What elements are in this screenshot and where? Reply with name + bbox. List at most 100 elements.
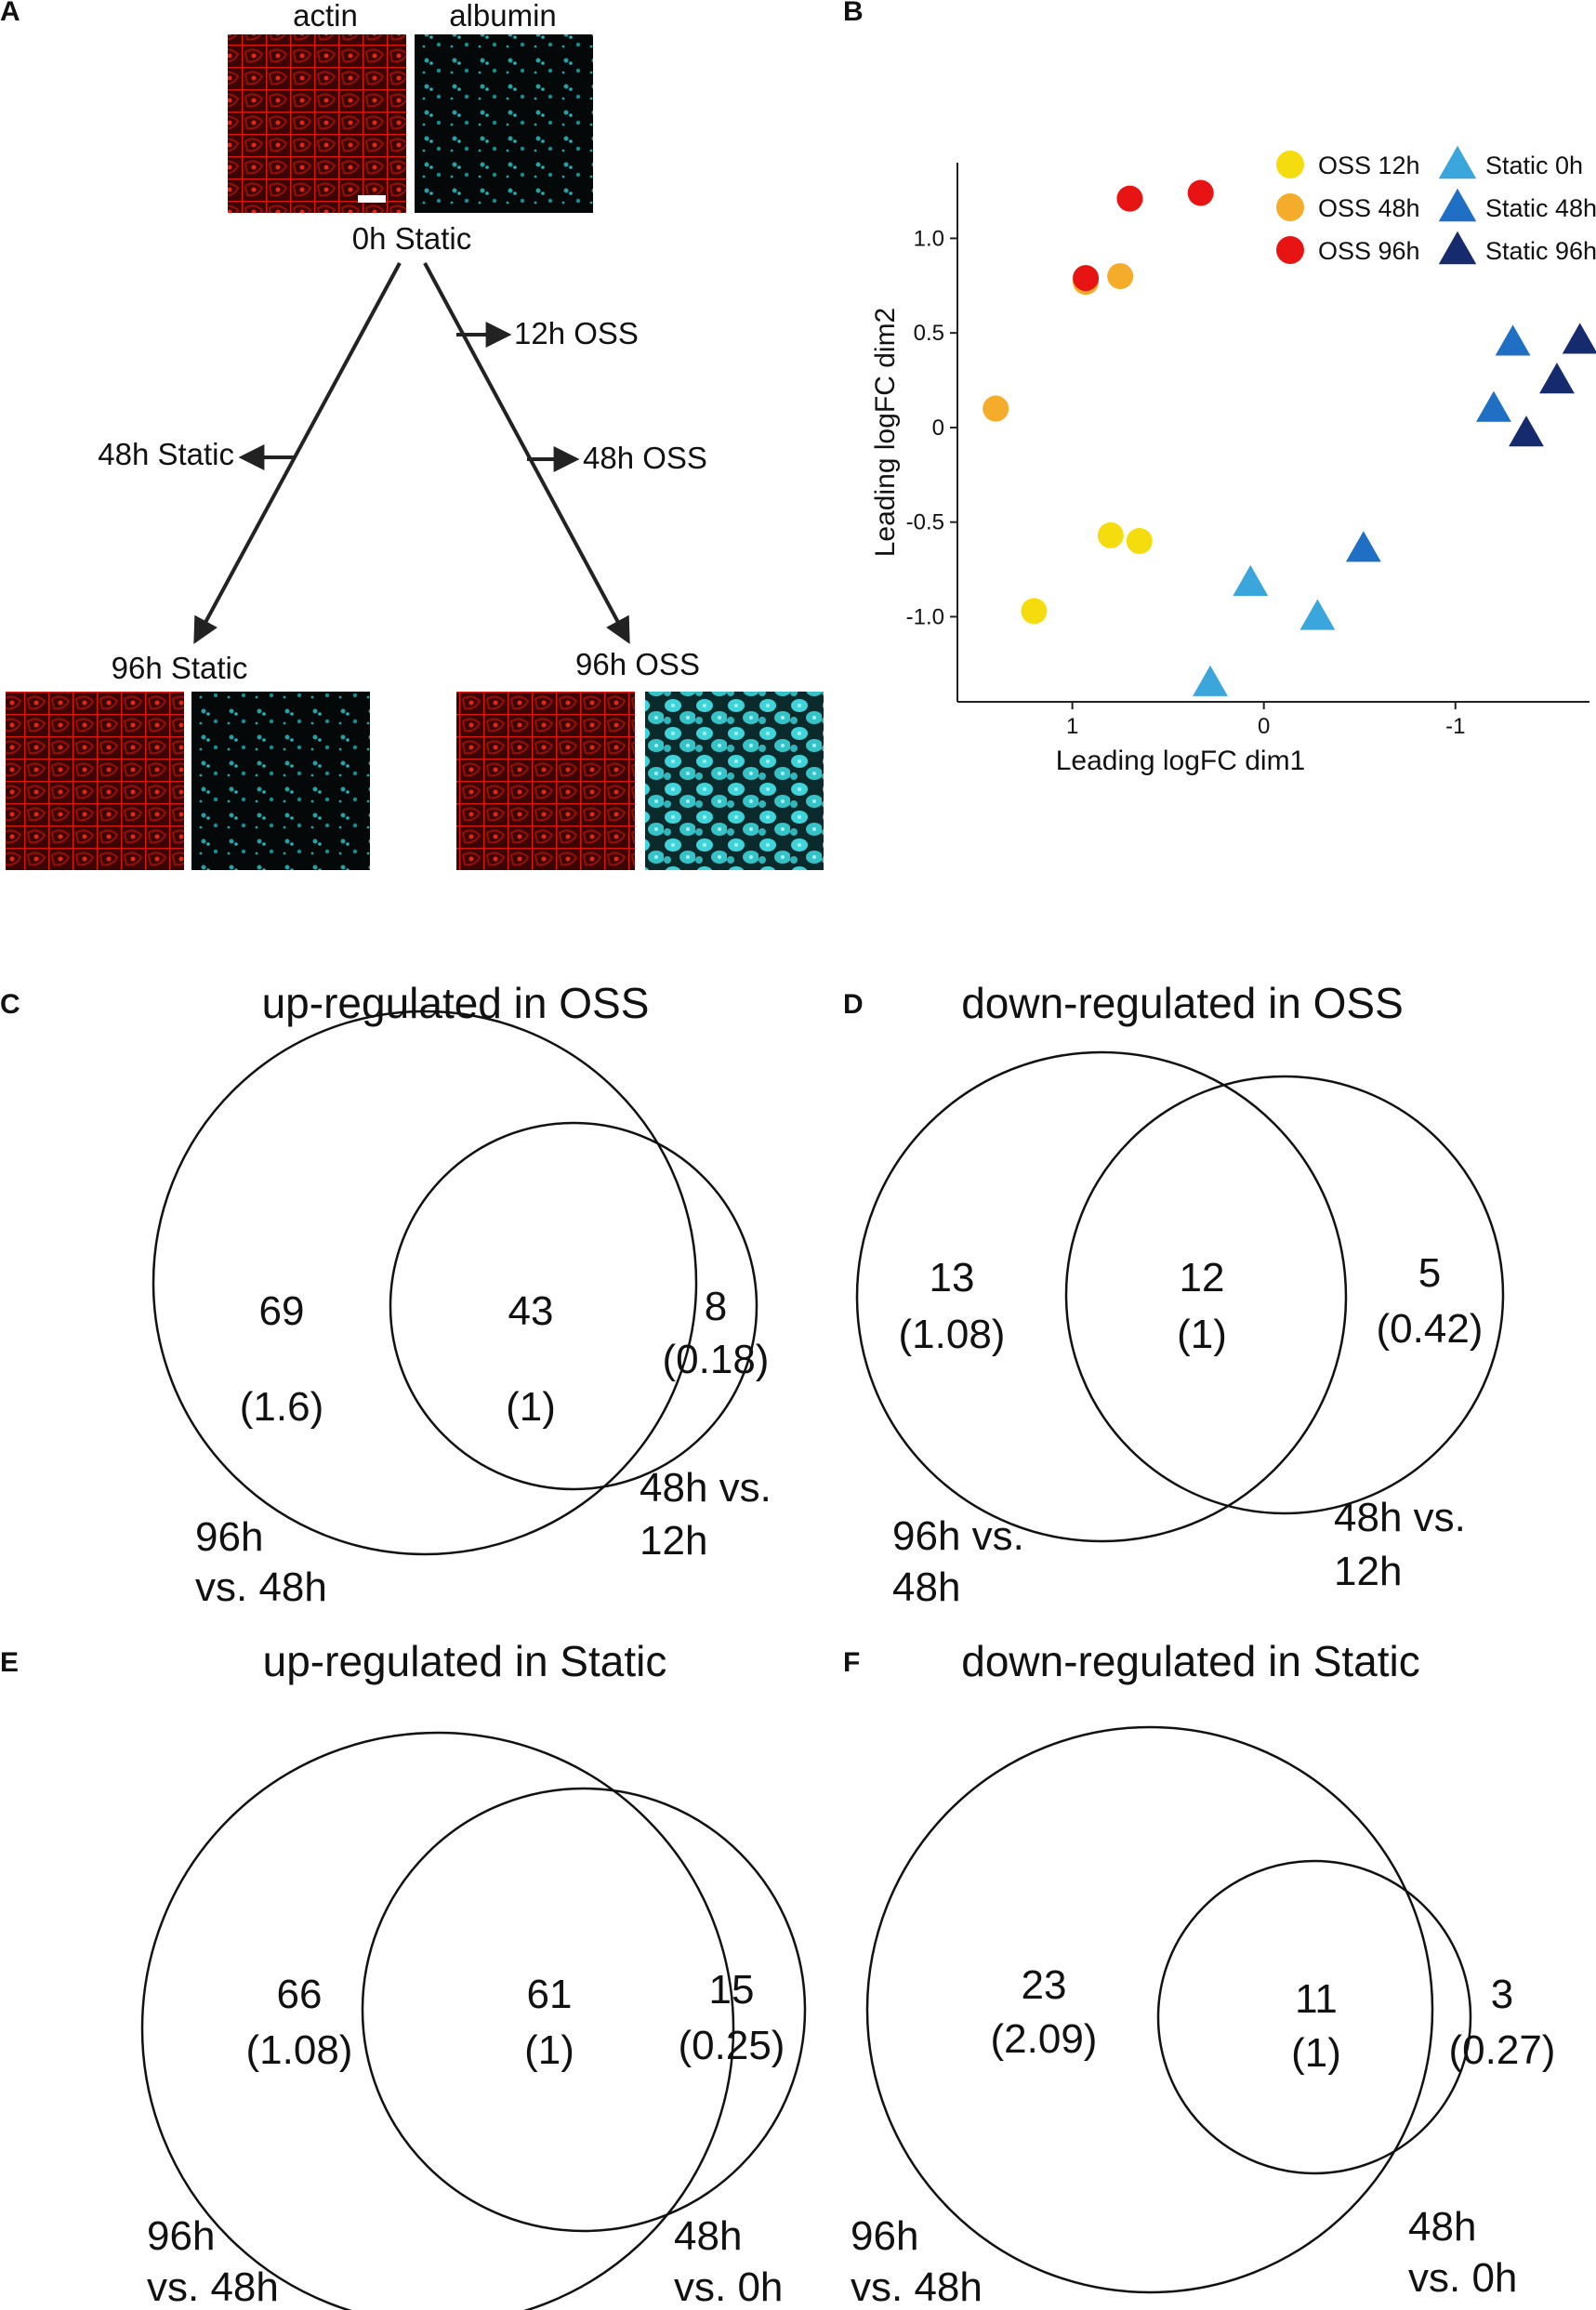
venn-circle-left <box>140 1731 735 2310</box>
series-static-0h <box>1193 564 1336 696</box>
data-point <box>1193 665 1228 696</box>
micrograph-96h-oss-albumin <box>645 692 824 870</box>
micrograph-96h-static-actin <box>6 692 184 870</box>
venn-down-static: down-regulated in Static 23 (2.09) 11 (1) 3 (0… <box>851 1637 1555 2310</box>
venn-region-count: 3 <box>1491 1972 1513 2017</box>
legend-label: OSS 12h <box>1318 152 1420 179</box>
actin-header: actin <box>293 0 358 33</box>
venn-region-ratio: (1.08) <box>246 2027 353 2073</box>
panel-f: F down-regulated in Static 23 (2.09) 11 (1) 3… <box>843 1637 1555 2310</box>
micrograph-96h-oss-actin <box>456 692 635 870</box>
venn-region-count: 15 <box>709 1967 755 2013</box>
panel-b: B 1 0 -1 1.0 0.5 0 -0.5 -1.0 Leading logFC dim1 L… <box>843 0 1596 776</box>
venn-up-static: up-regulated in Static 66 (1.08) 61 (1) 15 (0.… <box>140 1637 807 2310</box>
panel-letter-f: F <box>843 1647 860 1678</box>
venn-set-label: 12h <box>1334 1549 1402 1594</box>
panel-c: C up-regulated in OSS 69 (1.6) 43 (1) 8 (0.18)… <box>0 979 772 1610</box>
legend-marker <box>1276 151 1304 178</box>
venn-set-label: 96h <box>147 2213 215 2259</box>
y-tick-label: -0.5 <box>906 510 944 535</box>
series-oss-48h <box>983 263 1134 422</box>
venn-circle-left <box>855 1050 1348 1543</box>
data-point <box>1126 528 1153 555</box>
venn-region-ratio: (1) <box>1291 2030 1341 2076</box>
data-point <box>1021 598 1048 625</box>
legend-label: OSS 48h <box>1318 194 1420 222</box>
y-tick-label: -1.0 <box>906 604 944 629</box>
venn-title: down-regulated in OSS <box>961 979 1404 1027</box>
venn-circle-left <box>865 1725 1434 2294</box>
y-tick-label: 1.0 <box>914 226 944 251</box>
data-point <box>1562 323 1596 354</box>
label-48h-oss: 48h OSS <box>583 441 707 475</box>
label-48h-static: 48h Static <box>98 437 234 471</box>
panel-e: E up-regulated in Static 66 (1.08) 61 (1) 15 (… <box>0 1637 807 2310</box>
x-tick-label: -1 <box>1445 714 1465 739</box>
venn-title: up-regulated in OSS <box>262 979 650 1027</box>
legend-marker <box>1438 188 1477 222</box>
legend-marker <box>1276 193 1304 221</box>
data-point <box>1345 531 1381 562</box>
label-12h-oss: 12h OSS <box>514 316 639 350</box>
venn-circle-left <box>152 1010 698 1556</box>
data-point <box>1233 564 1269 596</box>
venn-region-ratio: (0.18) <box>663 1337 770 1382</box>
arrow-to-96h-oss <box>423 262 630 644</box>
panel-letter-a: A <box>0 0 20 27</box>
panel-letter-b: B <box>843 0 864 27</box>
legend-label: OSS 96h <box>1318 237 1420 265</box>
venn-region-count: 13 <box>930 1255 975 1300</box>
data-point <box>1476 390 1511 422</box>
venn-region-count: 12 <box>1180 1255 1225 1300</box>
legend: OSS 12h OSS 48h OSS 96h Static 0h Static 48h… <box>1276 145 1596 265</box>
y-tick-label: 0 <box>932 416 944 441</box>
venn-region-ratio: (1) <box>1177 1312 1227 1357</box>
micrograph-0h-actin <box>228 34 406 213</box>
venn-region-ratio: (2.09) <box>991 2016 1098 2062</box>
venn-set-label: 96h vs. <box>892 1513 1024 1559</box>
micrograph-0h-albumin <box>415 34 593 213</box>
venn-region-ratio: (1) <box>524 2027 574 2073</box>
series-static-96h <box>1509 323 1596 447</box>
venn-set-label: 48h vs. <box>1334 1495 1466 1540</box>
legend-marker <box>1276 236 1304 264</box>
venn-set-label: vs. 0h <box>674 2264 783 2310</box>
series-oss-12h <box>1021 521 1153 625</box>
mds-scatter-plot: 1 0 -1 1.0 0.5 0 -0.5 -1.0 Leading logFC dim1 Lea… <box>870 145 1596 776</box>
panel-d: D down-regulated in OSS 13 (1.08) 12 (1) 5 (0.… <box>843 979 1505 1610</box>
venn-set-label: 48h vs. <box>640 1465 772 1511</box>
legend-marker <box>1438 231 1477 265</box>
venn-region-ratio: (0.27) <box>1449 2027 1556 2073</box>
venn-region-ratio: (1.08) <box>899 1312 1006 1357</box>
venn-circle-right <box>1156 1859 1472 2175</box>
venn-region-count: 11 <box>1295 1976 1338 2022</box>
legend-label: Static 0h <box>1485 152 1583 179</box>
venn-set-label: vs. 0h <box>1408 2255 1517 2301</box>
y-tick-label: 0.5 <box>914 321 944 346</box>
data-point <box>1073 265 1100 292</box>
venn-set-label: 48h <box>892 1564 960 1610</box>
venn-set-label: 48h <box>1408 2204 1476 2250</box>
data-point <box>1116 185 1143 212</box>
venn-region-count: 8 <box>705 1284 727 1329</box>
data-point <box>1495 324 1531 356</box>
venn-region-count: 43 <box>508 1288 554 1334</box>
venn-down-oss: down-regulated in OSS 13 (1.08) 12 (1) 5 (0.42… <box>855 979 1505 1610</box>
venn-up-oss: up-regulated in OSS 69 (1.6) 43 (1) 8 (0.18) 96… <box>152 979 772 1610</box>
venn-region-ratio: (0.25) <box>679 2023 785 2068</box>
x-axis-label: Leading logFC dim1 <box>1056 746 1306 776</box>
panel-letter-c: C <box>0 989 20 1020</box>
venn-set-label: vs. 48h <box>195 1564 327 1610</box>
y-axis-label: Leading logFC dim2 <box>870 308 901 558</box>
venn-set-label: vs. 48h <box>851 2264 983 2310</box>
venn-region-ratio: (0.42) <box>1377 1306 1484 1352</box>
venn-region-count: 61 <box>527 1972 573 2017</box>
series-static-48h <box>1345 324 1531 562</box>
data-point <box>983 395 1009 422</box>
legend-marker <box>1438 145 1477 179</box>
venn-region-ratio: (1.6) <box>240 1384 323 1430</box>
venn-set-label: vs. 48h <box>147 2264 279 2310</box>
scale-bar <box>358 195 386 203</box>
venn-set-label: 48h <box>674 2213 742 2259</box>
